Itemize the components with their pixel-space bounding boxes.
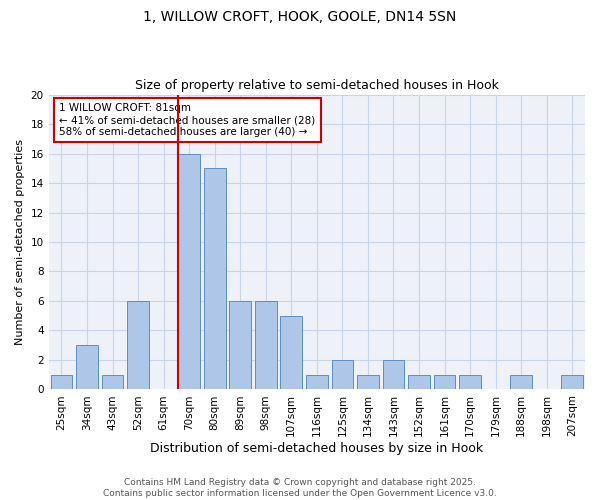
- Bar: [101, 374, 124, 390]
- Bar: [383, 360, 404, 390]
- Bar: [76, 345, 98, 390]
- Bar: [127, 301, 149, 390]
- Bar: [434, 374, 455, 390]
- Bar: [50, 374, 72, 390]
- Bar: [510, 374, 532, 390]
- Bar: [332, 360, 353, 390]
- Bar: [306, 374, 328, 390]
- Bar: [408, 374, 430, 390]
- Bar: [459, 374, 481, 390]
- Bar: [562, 374, 583, 390]
- Bar: [280, 316, 302, 390]
- X-axis label: Distribution of semi-detached houses by size in Hook: Distribution of semi-detached houses by …: [150, 442, 484, 455]
- Bar: [357, 374, 379, 390]
- Title: Size of property relative to semi-detached houses in Hook: Size of property relative to semi-detach…: [135, 79, 499, 92]
- Text: 1, WILLOW CROFT, HOOK, GOOLE, DN14 5SN: 1, WILLOW CROFT, HOOK, GOOLE, DN14 5SN: [143, 10, 457, 24]
- Text: 1 WILLOW CROFT: 81sqm
← 41% of semi-detached houses are smaller (28)
58% of semi: 1 WILLOW CROFT: 81sqm ← 41% of semi-deta…: [59, 104, 316, 136]
- Bar: [229, 301, 251, 390]
- Text: Contains HM Land Registry data © Crown copyright and database right 2025.
Contai: Contains HM Land Registry data © Crown c…: [103, 478, 497, 498]
- Bar: [178, 154, 200, 390]
- Bar: [204, 168, 226, 390]
- Bar: [255, 301, 277, 390]
- Y-axis label: Number of semi-detached properties: Number of semi-detached properties: [15, 139, 25, 345]
